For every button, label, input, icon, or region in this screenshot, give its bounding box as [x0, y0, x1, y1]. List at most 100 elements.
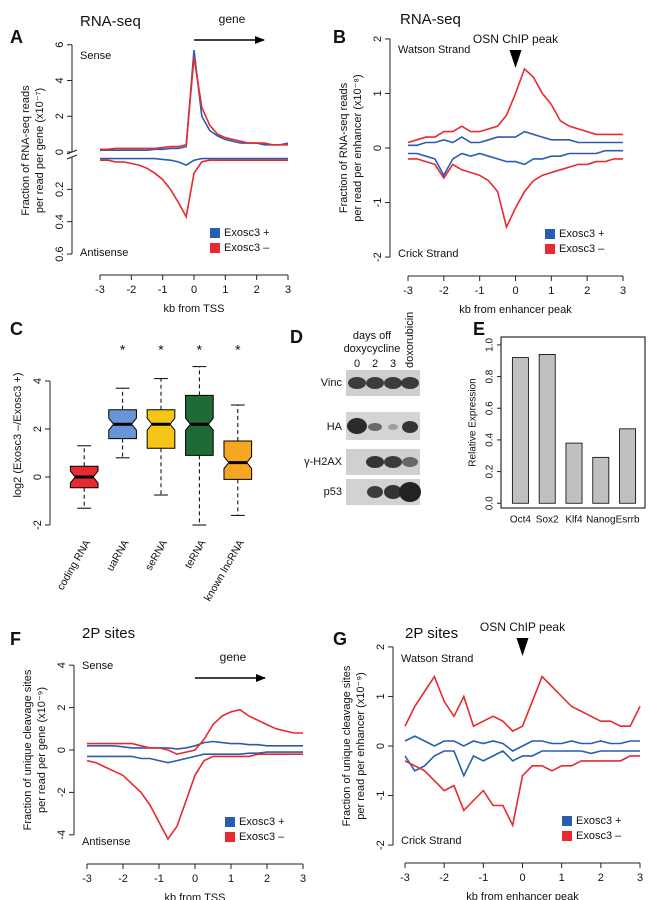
marker-label: OSN ChIP peak [473, 32, 559, 46]
legend-label: Exosc3 + [239, 816, 285, 828]
y-tick-label: -2 [372, 252, 384, 262]
y-axis-label: per read per enhancer (x10⁻⁸) [352, 74, 364, 221]
y-axis-label: Fraction of RNA-seq reads [338, 82, 350, 213]
y-axis-label: Fraction of unique cleavage sites [341, 665, 353, 826]
annotation: Antisense [82, 836, 130, 848]
y-tick-label: 2 [32, 426, 44, 432]
series-line [408, 149, 623, 177]
y-tick-label: -2 [32, 520, 44, 530]
legend-swatch [210, 228, 220, 238]
legend-label: Exosc3 + [576, 815, 622, 827]
row-label: HA [327, 421, 343, 433]
marker-label: OSN ChIP peak [480, 620, 566, 634]
chart-title: RNA-seq [80, 13, 141, 30]
annotation: Crick Strand [398, 248, 459, 260]
legend-swatch [225, 832, 235, 842]
blot-header: days off [353, 330, 392, 342]
y-tick-label: 0.8 [485, 369, 496, 383]
y-axis-label: Relative Expression [468, 378, 479, 466]
x-tick-label: Sox2 [536, 515, 559, 526]
legend-swatch [545, 229, 555, 239]
x-tick-label: -1 [158, 284, 168, 296]
bar [565, 442, 583, 504]
y-tick-label: -2 [56, 788, 68, 798]
significance: * [197, 342, 203, 358]
x-tick-label: Oct4 [510, 515, 532, 526]
x-tick-label: 2 [584, 285, 590, 297]
panel-label: A [10, 27, 23, 47]
x-tick-label: 0 [192, 873, 198, 885]
y-axis-label: per read per gene (x10⁻⁹) [36, 687, 48, 813]
row-label: γ-H2AX [304, 456, 343, 468]
blot-header: doxycycline [344, 343, 401, 355]
y-tick-label: 0.6 [485, 401, 496, 415]
bar [592, 456, 610, 504]
y-tick-label: 1.0 [485, 338, 496, 352]
y-tick-label: 0 [372, 145, 384, 151]
x-tick-label: -3 [82, 873, 92, 885]
series-line [408, 130, 623, 147]
axis-break [66, 154, 78, 160]
y-tick-label: -4 [56, 830, 68, 840]
lane-label: 2 [372, 358, 378, 370]
legend-label: Exosc3 – [224, 242, 270, 254]
x-tick-label: known lncRNA [202, 538, 247, 604]
x-tick-label: 3 [285, 284, 291, 296]
x-axis-label: kb from enhancer peak [459, 304, 572, 316]
series-line [100, 57, 288, 151]
x-tick-label: Klf4 [565, 515, 583, 526]
bar [538, 354, 556, 504]
series-line [404, 674, 641, 733]
axis-break [66, 149, 78, 155]
y-axis-label: log2 (Exosc3 –/Exosc3 +) [12, 372, 24, 497]
y-tick-label: 0.6 [54, 246, 66, 261]
x-tick-label: 2 [264, 873, 270, 885]
y-tick-label: 6 [54, 42, 66, 48]
chart-title: RNA-seq [400, 11, 461, 28]
legend-label: Exosc3 – [239, 831, 285, 843]
significance: * [158, 342, 164, 358]
legend-label: Exosc3 + [224, 227, 270, 239]
x-tick-label: 1 [548, 285, 554, 297]
y-tick-label: -1 [375, 791, 387, 801]
significance: * [235, 342, 241, 358]
series-line [100, 157, 288, 166]
peak-marker [516, 638, 529, 656]
panel-label: E [473, 319, 485, 339]
legend-swatch [562, 816, 572, 826]
x-tick-label: 1 [228, 873, 234, 885]
x-tick-label: 3 [620, 285, 626, 297]
x-tick-label: Nanog [586, 515, 615, 526]
x-tick-label: 0 [191, 284, 197, 296]
x-tick-label: 2 [254, 284, 260, 296]
y-axis-label: Fraction of unique cleavage sites [22, 669, 34, 830]
y-axis-label: per read per enhancer (x10⁻⁹) [355, 672, 367, 820]
x-tick-label: -1 [478, 872, 488, 884]
y-tick-label: 0 [375, 743, 387, 749]
plot-frame [500, 336, 646, 509]
legend-swatch [210, 243, 220, 253]
x-tick-label: seRNA [143, 538, 170, 573]
y-tick-label: 1 [375, 693, 387, 699]
legend-swatch [545, 244, 555, 254]
x-tick-label: 1 [559, 872, 565, 884]
x-tick-label: -3 [403, 285, 413, 297]
x-tick-label: teRNA [183, 538, 209, 571]
x-tick-label: -3 [400, 872, 410, 884]
series-line [86, 753, 303, 841]
y-tick-label: -2 [375, 840, 387, 850]
y-axis-label: per read per gene (x10⁻⁷) [34, 88, 46, 213]
x-axis-label: kb from TSS [164, 303, 225, 315]
panel-label: B [333, 27, 346, 47]
y-tick-label: 2 [54, 113, 66, 119]
chart-title: 2P sites [82, 625, 135, 642]
x-tick-label: 2 [598, 872, 604, 884]
legend-label: Exosc3 + [559, 228, 605, 240]
x-tick-label: -2 [439, 285, 449, 297]
y-axis-label: Fraction of RNA-seq reads [20, 85, 32, 216]
annotation: Watson Strand [401, 653, 473, 665]
y-tick-label: 1 [372, 90, 384, 96]
y-tick-label: 0.2 [485, 464, 496, 478]
row-label: Vinc [321, 377, 343, 389]
